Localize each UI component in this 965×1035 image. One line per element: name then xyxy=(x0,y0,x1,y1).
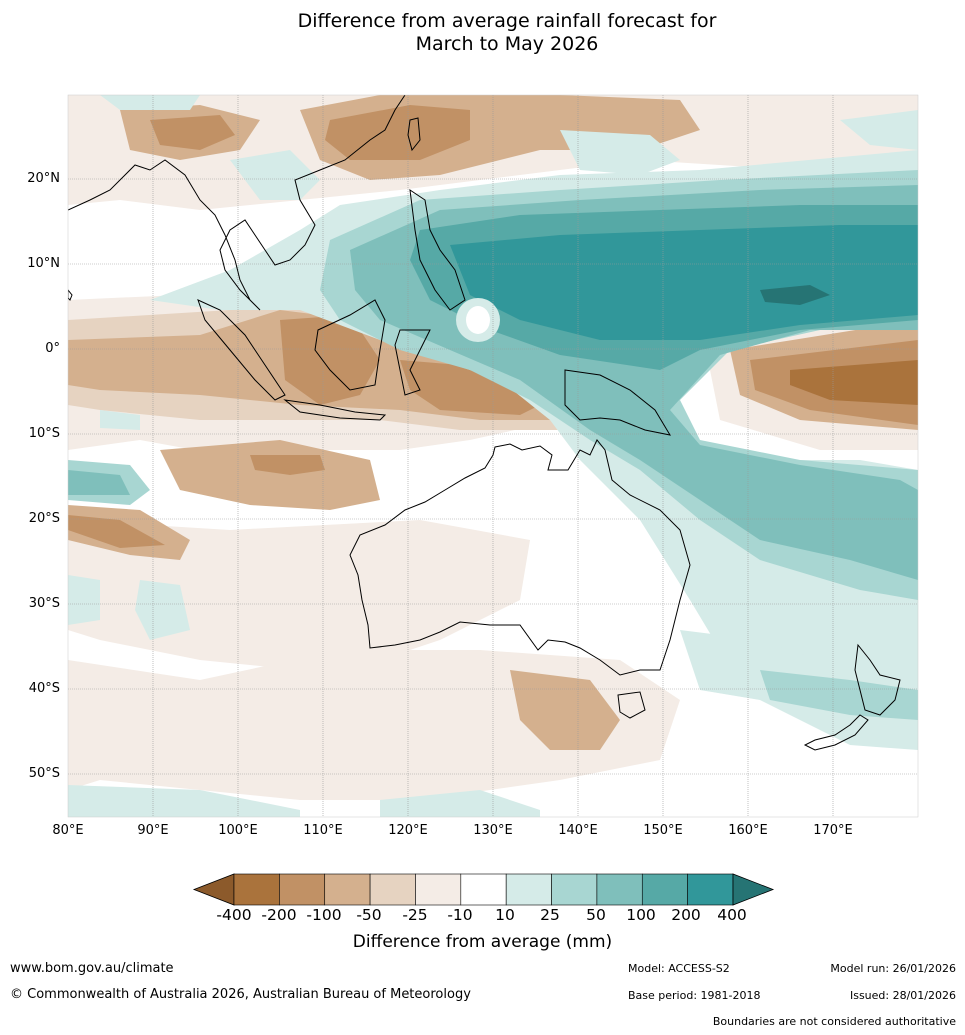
colorbar-tick-label: 25 xyxy=(540,906,560,924)
colorbar-tick-label: -200 xyxy=(261,906,297,924)
colorbar-segment xyxy=(233,873,280,906)
map-gridlines xyxy=(68,95,918,817)
lat-label: 20°S xyxy=(28,511,60,526)
contour-wet-low xyxy=(100,410,140,430)
lon-label: 150°E xyxy=(643,823,683,838)
contour-dry-light xyxy=(68,520,530,670)
lon-label: 130°E xyxy=(473,823,513,838)
footer-model-run: Model run: 26/01/2026 xyxy=(830,962,956,975)
coastlines xyxy=(68,95,901,751)
contour-dry-medium xyxy=(150,115,235,150)
colorbar-segment xyxy=(687,873,734,906)
colorbar-tick-label: -400 xyxy=(216,906,252,924)
colorbar-tick-label: -10 xyxy=(447,906,473,924)
contour-wet-low xyxy=(380,790,540,817)
new-zealand-north-coastline xyxy=(854,643,901,716)
lat-label: 0° xyxy=(45,341,60,356)
lat-label: 10°N xyxy=(27,256,60,271)
colorbar-segment xyxy=(551,873,598,906)
contour-wet-low xyxy=(68,785,300,817)
contour-wet-low xyxy=(560,130,680,175)
asia-mainland-coastline xyxy=(68,95,406,311)
contour-dry-high xyxy=(280,315,380,405)
lat-label: 40°S xyxy=(28,681,60,696)
colorbar-arrow-left xyxy=(192,873,235,906)
footer-model: Model: ACCESS-S2 xyxy=(628,962,730,975)
lat-label: 30°S xyxy=(28,596,60,611)
contour-wet-low xyxy=(100,95,200,110)
colorbar-tick-label: 400 xyxy=(717,906,747,924)
sulawesi-coastline xyxy=(394,329,431,396)
contour-wet-low xyxy=(840,110,918,150)
contour-wet-low xyxy=(135,580,190,640)
lat-label: 20°N xyxy=(27,171,60,186)
footer-disclaimer: Boundaries are not considered authoritat… xyxy=(712,1015,956,1028)
lon-label: 120°E xyxy=(388,823,428,838)
lon-label: 160°E xyxy=(728,823,768,838)
java-coastline xyxy=(283,399,387,421)
colorbar-arrow-right xyxy=(732,873,775,906)
colorbar-segment xyxy=(505,873,552,906)
contour-dry-medium xyxy=(325,105,470,160)
colorbar-title: Difference from average (mm) xyxy=(352,932,613,952)
lon-label: 80°E xyxy=(52,823,84,838)
taiwan-coastline xyxy=(407,117,421,152)
lat-label: 50°S xyxy=(28,766,60,781)
map-title: Difference from average rainfall forecas… xyxy=(0,10,965,56)
title-line-1: Difference from average rainfall forecas… xyxy=(297,10,717,32)
sumatra-coastline xyxy=(197,299,286,401)
contour-dry-high xyxy=(250,455,325,475)
lat-label: 10°S xyxy=(28,426,60,441)
colorbar-tick-label: -25 xyxy=(402,906,428,924)
lon-label: 140°E xyxy=(558,823,598,838)
map-frame xyxy=(67,94,919,818)
title-line-2: March to May 2026 xyxy=(415,33,599,55)
colorbar-tick-label: 200 xyxy=(671,906,701,924)
tasmania-coastline xyxy=(617,691,646,719)
colorbar xyxy=(192,873,775,906)
colorbar-segment xyxy=(596,873,643,906)
contour-wet-high xyxy=(68,470,130,495)
contour-wet-low xyxy=(68,575,100,625)
colorbar-tick-label: 100 xyxy=(626,906,656,924)
colorbar-segment xyxy=(369,873,416,906)
new-guinea-coastline xyxy=(564,369,672,436)
philippines-coastline xyxy=(409,188,466,311)
lon-label: 90°E xyxy=(137,823,169,838)
colorbar-segment xyxy=(324,873,371,906)
borneo-coastline xyxy=(314,299,386,391)
australia-coastline xyxy=(349,439,691,676)
footer-issued: Issued: 28/01/2026 xyxy=(849,989,956,1002)
footer-copyright: © Commonwealth of Australia 2026, Austra… xyxy=(10,987,471,1002)
contour-neutral xyxy=(466,306,490,334)
contour-wet-medium xyxy=(760,670,918,720)
lon-label: 100°E xyxy=(218,823,258,838)
footer-base-period: Base period: 1981-2018 xyxy=(628,989,761,1002)
contour-dry-very-high xyxy=(790,360,918,405)
colorbar-tick-label: 10 xyxy=(495,906,515,924)
contour-wet-extreme xyxy=(450,225,918,340)
contour-dry-high xyxy=(68,515,165,548)
contour-wet-low xyxy=(230,150,320,200)
colorbar-segment xyxy=(460,873,507,906)
contour-dry-medium xyxy=(510,670,620,750)
footer-url[interactable]: www.bom.gov.au/climate xyxy=(10,961,174,976)
colorbar-segment xyxy=(415,873,462,906)
colorbar-segment xyxy=(279,873,326,906)
lon-label: 170°E xyxy=(813,823,853,838)
sri-lanka-coastline xyxy=(68,289,73,301)
colorbar-tick-label: 50 xyxy=(586,906,606,924)
lon-label: 110°E xyxy=(303,823,343,838)
contour-dry-medium xyxy=(160,440,380,510)
colorbar-segment xyxy=(641,873,688,906)
colorbar-tick-label: -100 xyxy=(306,906,342,924)
contour-wet-max xyxy=(760,285,830,305)
new-zealand-south-coastline xyxy=(803,714,869,751)
colorbar-tick-label: -50 xyxy=(356,906,382,924)
